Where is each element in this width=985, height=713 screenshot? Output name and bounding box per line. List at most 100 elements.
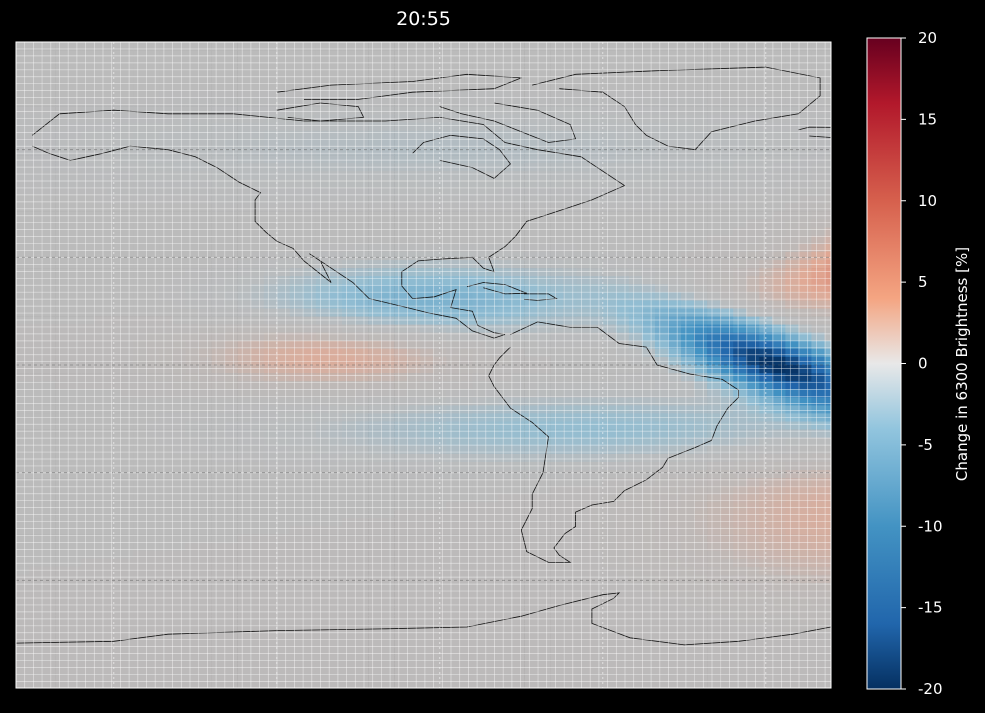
heat-cell <box>94 655 108 665</box>
heat-cell <box>250 114 264 124</box>
heat-cell <box>211 486 225 495</box>
heat-cell <box>276 106 291 115</box>
heat-cell <box>16 615 30 624</box>
heat-cell <box>237 235 251 245</box>
heat-cell <box>576 219 590 229</box>
heat-cell <box>29 122 43 132</box>
heat-cell <box>420 518 434 527</box>
heat-cell <box>16 574 30 584</box>
heat-cell <box>315 453 330 463</box>
heat-cell <box>524 566 538 576</box>
heat-cell <box>68 348 82 358</box>
heat-cell <box>602 365 617 374</box>
heat-cell <box>355 276 369 285</box>
heat-cell <box>355 574 369 584</box>
heat-cell <box>811 74 825 83</box>
heat-cell <box>68 486 82 495</box>
heat-cell <box>720 356 734 366</box>
heat-cell <box>746 470 760 479</box>
heat-cell <box>407 526 421 535</box>
heat-cell <box>185 663 199 673</box>
heat-cell <box>563 106 577 115</box>
heat-cell <box>302 292 317 301</box>
heat-cell <box>824 332 831 342</box>
heat-cell <box>772 195 786 204</box>
heat-cell <box>420 631 434 640</box>
heat-cell <box>263 219 278 229</box>
heat-cell <box>172 268 186 277</box>
heat-cell <box>446 122 460 132</box>
heat-cell <box>798 478 812 487</box>
heat-cell <box>602 235 617 245</box>
heat-cell <box>459 607 473 616</box>
heat-cell <box>485 235 499 245</box>
heat-cell <box>16 421 30 430</box>
heat-cell <box>824 663 831 673</box>
heat-cell <box>159 526 173 535</box>
heat-cell <box>42 437 56 447</box>
heat-cell <box>381 300 395 309</box>
heat-cell <box>381 195 395 204</box>
heat-cell <box>198 502 212 511</box>
heat-cell <box>368 486 382 495</box>
heat-cell <box>746 373 760 382</box>
heat-cell <box>146 155 160 164</box>
heat-cell <box>681 453 695 463</box>
heat-cell <box>55 66 69 75</box>
heat-cell <box>628 389 643 398</box>
heat-cell <box>615 332 630 342</box>
heat-cell <box>420 340 434 350</box>
heat-cell <box>133 429 147 438</box>
heat-cell <box>459 574 473 584</box>
heat-cell <box>172 171 186 180</box>
heat-cell <box>641 502 656 511</box>
heat-cell <box>811 300 825 309</box>
heat-cell <box>824 591 831 600</box>
heat-cell <box>302 356 317 366</box>
heat-cell <box>407 332 421 342</box>
heat-cell <box>615 623 630 632</box>
heat-cell <box>407 478 421 487</box>
heat-cell <box>29 550 43 560</box>
heat-cell <box>276 663 291 673</box>
heat-cell <box>655 171 669 180</box>
heat-cell <box>368 671 382 681</box>
heat-cell <box>42 405 56 414</box>
heat-cell <box>681 235 695 245</box>
heat-cell <box>368 106 382 115</box>
heat-cell <box>224 631 238 640</box>
heat-cell <box>133 74 147 83</box>
heat-cell <box>550 502 564 511</box>
heat-cell <box>381 574 395 584</box>
heat-cell <box>68 566 82 576</box>
heat-cell <box>29 599 43 608</box>
heat-cell <box>733 615 747 624</box>
heat-cell <box>159 171 173 180</box>
heat-cell <box>224 623 238 632</box>
heat-cell <box>368 365 382 374</box>
heat-cell <box>185 340 199 350</box>
heat-cell <box>146 615 160 624</box>
heat-cell <box>707 340 721 350</box>
heat-cell <box>785 397 799 406</box>
heat-cell <box>407 365 421 374</box>
heat-cell <box>276 187 291 196</box>
heat-cell <box>146 356 160 366</box>
heat-cell <box>381 647 395 656</box>
heat-cell <box>133 671 147 681</box>
heat-cell <box>159 607 173 616</box>
heat-cell <box>602 66 617 75</box>
heat-cell <box>433 542 447 552</box>
heat-cell <box>798 243 812 253</box>
heat-cell <box>641 526 656 535</box>
heat-cell <box>185 58 199 67</box>
heat-cell <box>29 235 43 245</box>
heat-cell <box>681 583 695 592</box>
heat-cell <box>368 292 382 301</box>
heat-cell <box>550 243 564 253</box>
heat-cell <box>146 114 160 124</box>
heat-cell <box>211 219 225 229</box>
heat-cell <box>237 365 251 374</box>
heat-cell <box>498 42 512 51</box>
heat-cell <box>276 316 291 325</box>
